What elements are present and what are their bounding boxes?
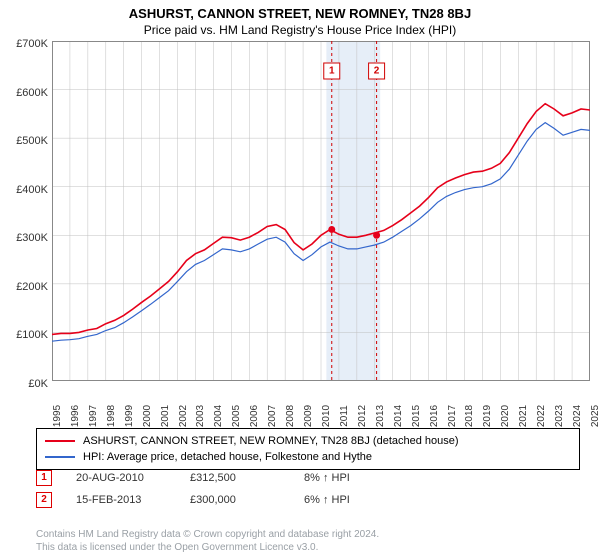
chart-plot-area: 12 (52, 41, 590, 381)
x-tick-label: 2000 (142, 405, 153, 427)
chart-title: ASHURST, CANNON STREET, NEW ROMNEY, TN28… (0, 0, 600, 21)
y-tick-label: £600K (0, 87, 48, 99)
x-tick-label: 2014 (393, 405, 404, 427)
x-tick-label: 1995 (52, 405, 63, 427)
x-tick-label: 2001 (160, 405, 171, 427)
x-tick-label: 2017 (447, 405, 458, 427)
legend-item: ASHURST, CANNON STREET, NEW ROMNEY, TN28… (45, 433, 571, 449)
chart-svg: 12 (52, 41, 590, 381)
sale-price: £300,000 (190, 494, 280, 506)
y-tick-label: £700K (0, 38, 48, 50)
svg-text:2: 2 (374, 66, 380, 77)
sale-date: 15-FEB-2013 (76, 494, 166, 506)
sales-transactions: 1 20-AUG-2010 £312,500 8% ↑ HPI 2 15-FEB-2013… (36, 470, 394, 514)
sale-marker: 2 (36, 492, 52, 508)
sale-date: 20-AUG-2010 (76, 472, 166, 484)
x-tick-label: 2013 (375, 405, 386, 427)
x-tick-label: 1998 (106, 405, 117, 427)
x-tick-label: 2002 (178, 405, 189, 427)
footer-line2: This data is licensed under the Open Gov… (36, 541, 379, 554)
x-tick-label: 2015 (411, 405, 422, 427)
x-tick-label: 2010 (321, 405, 332, 427)
chart-container: ASHURST, CANNON STREET, NEW ROMNEY, TN28… (0, 0, 600, 560)
x-tick-label: 2004 (213, 405, 224, 427)
x-tick-label: 2024 (572, 405, 583, 427)
x-tick-label: 1999 (124, 405, 135, 427)
legend-label: HPI: Average price, detached house, Folk… (83, 449, 372, 465)
legend-item: HPI: Average price, detached house, Folk… (45, 449, 571, 465)
x-tick-label: 2020 (500, 405, 511, 427)
x-tick-label: 2022 (536, 405, 547, 427)
x-tick-label: 2021 (518, 405, 529, 427)
x-tick-label: 2019 (482, 405, 493, 427)
x-tick-label: 2005 (231, 405, 242, 427)
y-axis-labels: £0K£100K£200K£300K£400K£500K£600K£700K (0, 44, 50, 384)
x-tick-label: 2011 (339, 405, 350, 427)
legend-swatch (45, 456, 75, 458)
sale-delta: 8% ↑ HPI (304, 472, 394, 484)
legend-label: ASHURST, CANNON STREET, NEW ROMNEY, TN28… (83, 433, 459, 449)
sale-price: £312,500 (190, 472, 280, 484)
y-tick-label: £0K (0, 378, 48, 390)
x-tick-label: 1996 (70, 405, 81, 427)
x-tick-label: 1997 (88, 405, 99, 427)
x-tick-label: 2009 (303, 405, 314, 427)
legend-swatch (45, 440, 75, 442)
legend: ASHURST, CANNON STREET, NEW ROMNEY, TN28… (36, 428, 580, 470)
chart-subtitle: Price paid vs. HM Land Registry's House … (0, 21, 600, 41)
x-tick-label: 2025 (590, 405, 600, 427)
y-tick-label: £300K (0, 232, 48, 244)
x-tick-label: 2006 (249, 405, 260, 427)
y-tick-label: £400K (0, 184, 48, 196)
x-tick-label: 2023 (554, 405, 565, 427)
y-tick-label: £500K (0, 135, 48, 147)
x-axis-labels: 1995199619971998199920002001200220032004… (52, 386, 590, 422)
x-tick-label: 2016 (429, 405, 440, 427)
x-tick-label: 2007 (267, 405, 278, 427)
y-tick-label: £200K (0, 281, 48, 293)
footer-attribution: Contains HM Land Registry data © Crown c… (36, 528, 379, 554)
sale-row: 1 20-AUG-2010 £312,500 8% ↑ HPI (36, 470, 394, 486)
x-tick-label: 2003 (195, 405, 206, 427)
x-tick-label: 2008 (285, 405, 296, 427)
x-tick-label: 2018 (464, 405, 475, 427)
svg-text:1: 1 (329, 66, 335, 77)
sale-delta: 6% ↑ HPI (304, 494, 394, 506)
y-tick-label: £100K (0, 329, 48, 341)
sale-row: 2 15-FEB-2013 £300,000 6% ↑ HPI (36, 492, 394, 508)
footer-line1: Contains HM Land Registry data © Crown c… (36, 528, 379, 541)
x-tick-label: 2012 (357, 405, 368, 427)
sale-marker: 1 (36, 470, 52, 486)
